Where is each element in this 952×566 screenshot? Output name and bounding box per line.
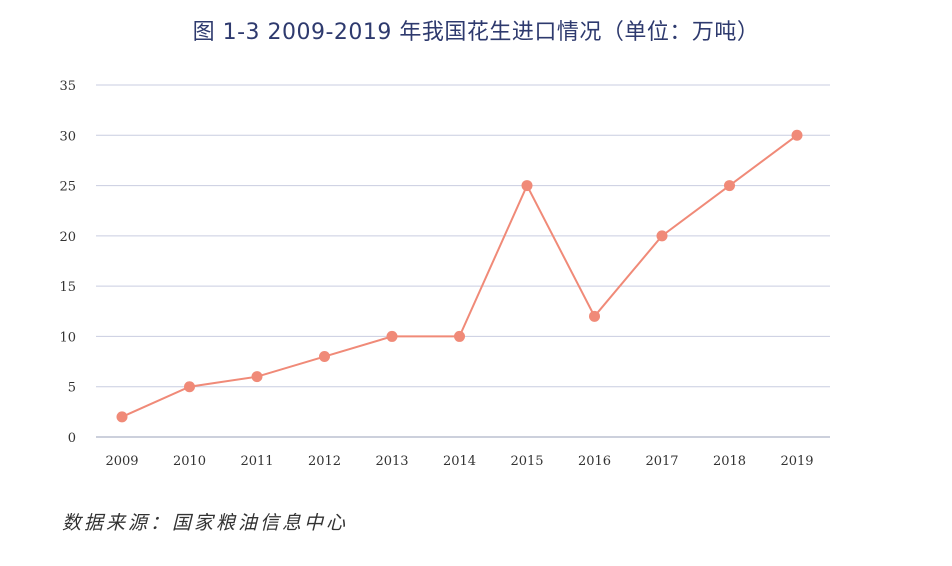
x-axis-ticks: 2009 2010 2011 2012 2013 2014 2015 2016 2017 2018… [105, 454, 813, 469]
y-tick-label: 10 [59, 330, 76, 345]
x-tick-label: 2009 [105, 454, 138, 469]
data-point [386, 330, 398, 342]
data-point [521, 180, 533, 192]
y-tick-label: 35 [59, 79, 76, 94]
data-point [251, 371, 263, 383]
x-tick-label: 2013 [375, 454, 408, 469]
x-tick-label: 2015 [510, 454, 543, 469]
x-tick-label: 2010 [173, 454, 206, 469]
x-tick-label: 2016 [578, 454, 611, 469]
data-point [116, 411, 128, 423]
x-tick-label: 2019 [780, 454, 813, 469]
data-source-note: 数据来源：国家粮油信息中心 [62, 512, 349, 534]
data-point [791, 129, 803, 141]
data-points [116, 129, 803, 423]
series-line [121, 134, 798, 418]
y-tick-label: 20 [59, 230, 76, 245]
data-point [724, 180, 735, 192]
x-tick-label: 2017 [645, 454, 678, 469]
x-tick-label: 2018 [713, 454, 746, 469]
y-axis-ticks: 0 5 10 15 20 25 30 35 [59, 79, 76, 446]
data-point [184, 381, 195, 393]
y-tick-label: 15 [59, 280, 76, 295]
y-tick-label: 25 [59, 180, 76, 195]
x-tick-label: 2012 [308, 454, 341, 469]
data-point [454, 330, 465, 342]
data-point [319, 351, 330, 363]
x-tick-label: 2011 [240, 454, 273, 469]
y-tick-label: 0 [68, 431, 76, 446]
chart-title: 图 1-3 2009-2019 年我国花生进口情况（单位：万吨） [192, 20, 760, 45]
data-point [656, 230, 668, 242]
x-tick-label: 2014 [443, 454, 476, 469]
y-tick-label: 30 [59, 129, 76, 144]
data-point [589, 310, 600, 322]
y-tick-label: 5 [68, 381, 76, 396]
